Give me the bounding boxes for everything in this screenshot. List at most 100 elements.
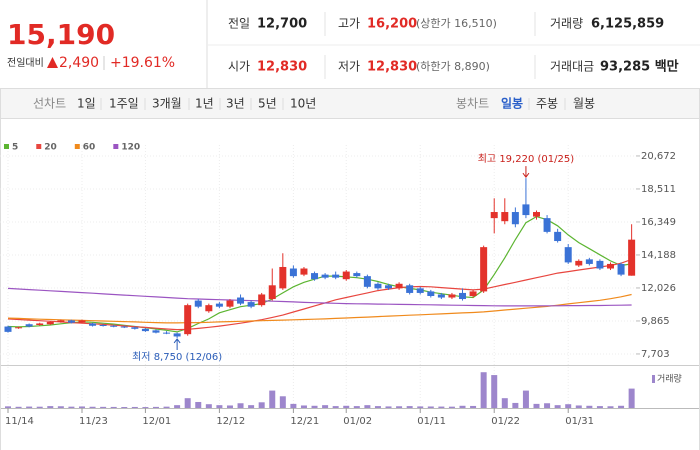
- tab[interactable]: 10년: [290, 97, 316, 111]
- candle-body: [25, 324, 33, 327]
- volume-bar: [332, 406, 339, 408]
- tab-bar: [0, 88, 700, 119]
- candle-body: [226, 300, 234, 307]
- candle-body: [152, 330, 160, 333]
- volume-bar: [607, 406, 614, 408]
- info-note: (상한가 16,510): [416, 17, 497, 30]
- volume-bar: [216, 405, 223, 408]
- candle-body: [131, 327, 139, 329]
- volume-bar: [343, 405, 350, 408]
- candle-body: [279, 266, 287, 289]
- volume-bar: [269, 390, 276, 408]
- volume-bar: [184, 398, 191, 408]
- candle-body: [247, 302, 255, 307]
- current-price: 15,190: [7, 18, 115, 51]
- volume-bar: [459, 405, 466, 408]
- legend-swatch: [36, 144, 42, 149]
- volume-bar: [396, 406, 403, 408]
- candle-body: [385, 285, 393, 289]
- info-label: 전일: [228, 17, 250, 31]
- x-tick-label: 01/11: [417, 416, 446, 427]
- volume-bar: [89, 406, 96, 408]
- legend-label: 120: [121, 143, 140, 153]
- candle-body: [437, 294, 445, 298]
- ma-line: [7, 293, 632, 324]
- candle-body: [406, 285, 414, 293]
- volume-bar: [226, 405, 233, 408]
- candle-body: [353, 273, 361, 277]
- volume-bar: [248, 405, 255, 408]
- candle-body: [300, 268, 308, 275]
- volume-bar: [565, 404, 572, 408]
- tab[interactable]: 5년: [258, 97, 277, 111]
- tab[interactable]: 1주일: [109, 97, 139, 111]
- candle-body: [533, 212, 540, 217]
- volume-bar: [110, 406, 117, 408]
- volume-bar: [78, 406, 85, 408]
- low-arrow: [173, 338, 181, 350]
- candle-body: [173, 333, 181, 337]
- legend-swatch: [74, 144, 80, 149]
- candle-body: [342, 271, 350, 280]
- volume-bar: [586, 405, 593, 408]
- candle-body: [448, 294, 456, 298]
- volume-bar: [142, 407, 149, 408]
- info-value: 93,285 백만: [600, 59, 679, 75]
- up-triangle: [47, 57, 58, 68]
- volume-bar: [438, 406, 445, 408]
- tab[interactable]: 주봉: [536, 97, 558, 111]
- candle-body: [78, 320, 86, 323]
- tab[interactable]: 3년: [226, 97, 245, 111]
- candle-body: [36, 323, 44, 325]
- tab[interactable]: 1년: [195, 97, 214, 111]
- candle-body: [374, 283, 382, 289]
- candle-body: [99, 325, 107, 326]
- candle-body: [480, 247, 488, 292]
- candle-body: [184, 305, 192, 335]
- info-label: 저가: [338, 60, 360, 74]
- candle-body: [459, 292, 467, 300]
- volume-bar: [121, 407, 128, 408]
- volume-bar: [353, 406, 360, 408]
- candle-body: [522, 204, 530, 216]
- tab[interactable]: 1일: [77, 97, 96, 111]
- info-label: 시가: [228, 60, 250, 74]
- candle-body: [395, 283, 403, 289]
- candle-body: [289, 268, 297, 277]
- x-tick-label: 01/02: [343, 416, 372, 427]
- tab[interactable]: 3개월: [152, 97, 182, 111]
- ma-line: [7, 258, 632, 331]
- tab[interactable]: 월봉: [573, 97, 595, 111]
- volume-bar: [596, 406, 603, 408]
- volume-bar: [575, 405, 582, 408]
- candle-body: [163, 332, 171, 334]
- candle-body: [205, 305, 213, 312]
- volume-bar: [300, 405, 307, 408]
- volume-bar: [195, 401, 202, 408]
- candle-body: [575, 260, 583, 266]
- candle-body: [237, 297, 245, 304]
- candle-body: [469, 291, 477, 296]
- volume-bar: [448, 406, 455, 408]
- volume-label: 거래량: [657, 373, 682, 385]
- info-value: 12,830: [367, 60, 417, 75]
- volume-bar: [258, 402, 265, 408]
- chart: 7,703 9,865 12,026 14,188 16,349 18,511 20,672…: [0, 119, 700, 450]
- volume-bar: [512, 402, 519, 408]
- change-amount: 2,490: [59, 55, 99, 71]
- candle-body: [564, 247, 572, 263]
- volume-bar: [544, 403, 551, 408]
- legend-label: 20: [44, 143, 57, 153]
- candle-body: [606, 263, 614, 269]
- tab-selected[interactable]: 일봉: [501, 97, 523, 111]
- volume-bar: [15, 406, 22, 408]
- volume-bar: [163, 406, 170, 408]
- x-tick-label: 12/12: [216, 416, 245, 427]
- volume-bar: [100, 406, 107, 408]
- candle-body: [141, 328, 149, 332]
- candle-body: [120, 326, 128, 328]
- y-tick-label: 16,349: [641, 217, 676, 228]
- ma-line: [7, 287, 632, 307]
